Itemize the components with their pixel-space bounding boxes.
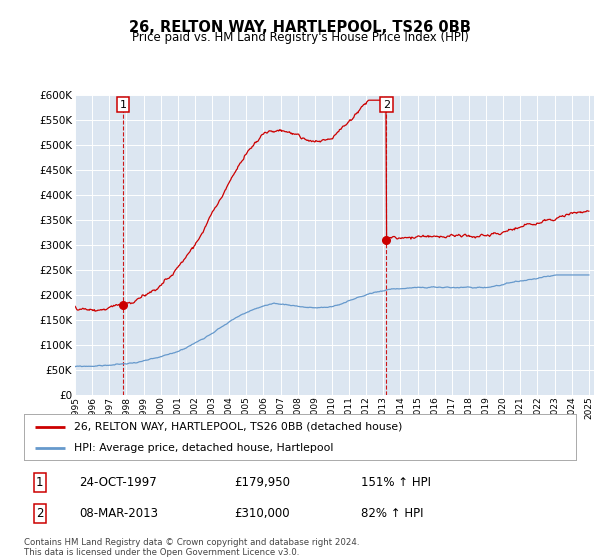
Text: £179,950: £179,950 (234, 476, 290, 489)
Text: 26, RELTON WAY, HARTLEPOOL, TS26 0BB (detached house): 26, RELTON WAY, HARTLEPOOL, TS26 0BB (de… (74, 422, 402, 432)
Text: 82% ↑ HPI: 82% ↑ HPI (361, 507, 423, 520)
Text: 1: 1 (36, 476, 44, 489)
Text: 08-MAR-2013: 08-MAR-2013 (79, 507, 158, 520)
Text: £310,000: £310,000 (234, 507, 289, 520)
Text: Contains HM Land Registry data © Crown copyright and database right 2024.
This d: Contains HM Land Registry data © Crown c… (24, 538, 359, 557)
Text: Price paid vs. HM Land Registry's House Price Index (HPI): Price paid vs. HM Land Registry's House … (131, 31, 469, 44)
Text: 1: 1 (119, 100, 127, 110)
Text: HPI: Average price, detached house, Hartlepool: HPI: Average price, detached house, Hart… (74, 443, 333, 453)
Text: 26, RELTON WAY, HARTLEPOOL, TS26 0BB: 26, RELTON WAY, HARTLEPOOL, TS26 0BB (129, 20, 471, 35)
Text: 2: 2 (383, 100, 390, 110)
Text: 151% ↑ HPI: 151% ↑ HPI (361, 476, 431, 489)
Text: 2: 2 (36, 507, 44, 520)
Text: 24-OCT-1997: 24-OCT-1997 (79, 476, 157, 489)
